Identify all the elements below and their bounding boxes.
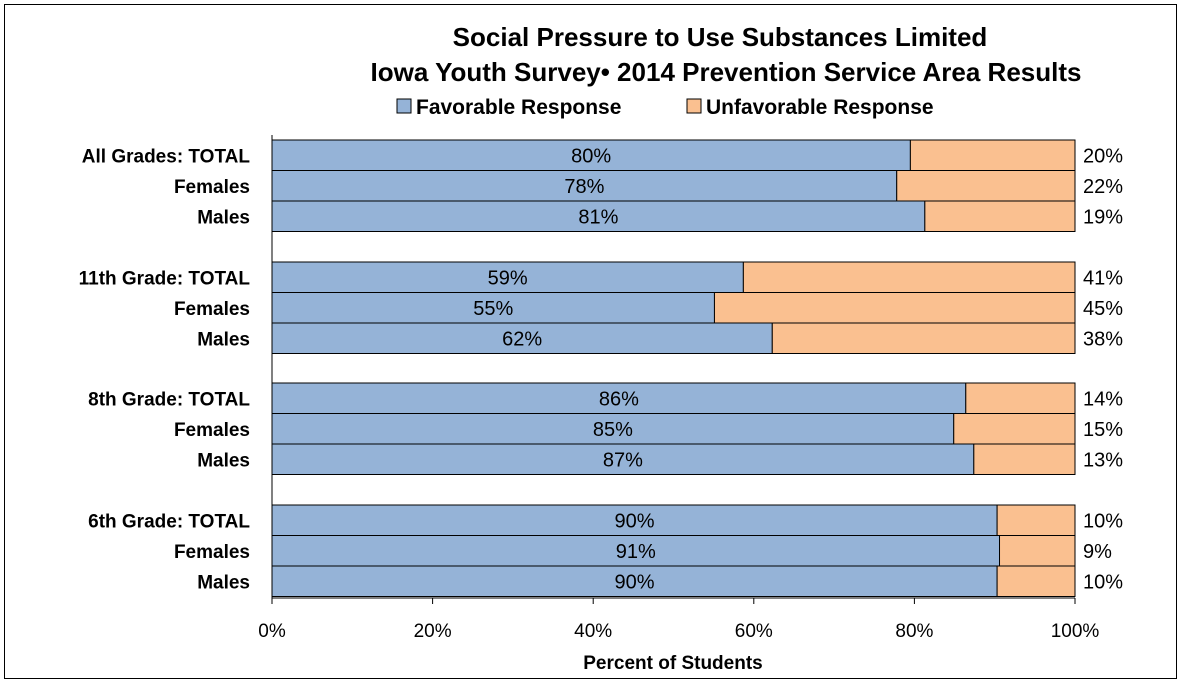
bar-favorable	[271, 443, 975, 475]
category-label: Males	[197, 329, 250, 350]
data-label-unfavorable: 20%	[1083, 145, 1123, 167]
x-tick-label: 100%	[1051, 621, 1100, 642]
data-label-unfavorable: 41%	[1083, 267, 1123, 289]
bar-unfavorable	[909, 139, 1076, 171]
bar-favorable	[271, 504, 998, 536]
bar-unfavorable	[965, 382, 1076, 414]
bar-unfavorable	[713, 292, 1076, 324]
data-label-favorable: 55%	[473, 298, 513, 320]
x-tick-label: 80%	[895, 621, 933, 642]
data-label-unfavorable: 13%	[1083, 449, 1123, 471]
category-label: Females	[174, 299, 250, 320]
data-label-unfavorable: 15%	[1083, 419, 1123, 441]
data-label-favorable: 78%	[564, 176, 604, 198]
bar-unfavorable	[973, 443, 1076, 475]
legend: Favorable Response Unfavorable Response	[396, 96, 934, 119]
data-label-favorable: 86%	[599, 388, 639, 410]
data-label-favorable: 91%	[616, 541, 656, 563]
data-label-unfavorable: 10%	[1083, 571, 1123, 593]
category-label: Females	[174, 420, 250, 441]
chart-subtitle: Iowa Youth Survey• 2014 Prevention Servi…	[371, 57, 1082, 87]
x-tick-label: 60%	[735, 621, 773, 642]
legend-swatch-favorable	[396, 98, 412, 114]
category-label: All Grades: TOTAL	[82, 146, 251, 167]
category-label: Males	[197, 450, 250, 471]
x-axis-title: Percent of Students	[583, 653, 762, 674]
data-label-unfavorable: 14%	[1083, 388, 1123, 410]
category-label: Females	[174, 542, 250, 563]
category-label: 11th Grade: TOTAL	[79, 268, 251, 289]
chart-title: Social Pressure to Use Substances Limite…	[453, 22, 988, 52]
bar-favorable	[271, 170, 898, 202]
data-label-favorable: 81%	[578, 206, 618, 228]
category-label: Females	[174, 177, 250, 198]
data-label-favorable: 85%	[593, 419, 633, 441]
bar-unfavorable	[953, 413, 1076, 445]
data-label-unfavorable: 38%	[1083, 328, 1123, 350]
bar-unfavorable	[999, 535, 1076, 567]
bar-unfavorable	[996, 504, 1076, 536]
category-label: 6th Grade: TOTAL	[88, 511, 250, 532]
legend-label-favorable: Favorable Response	[416, 96, 621, 119]
plot-area: 80% 20% All Grades: TOTAL 78% 22% Females 81% 1…	[79, 135, 1123, 642]
category-label: Males	[197, 207, 250, 228]
x-tick-label: 40%	[574, 621, 612, 642]
data-label-unfavorable: 22%	[1083, 176, 1123, 198]
category-label: Males	[197, 572, 250, 593]
data-label-favorable: 90%	[615, 571, 655, 593]
bar-unfavorable	[996, 565, 1076, 597]
data-label-unfavorable: 45%	[1083, 298, 1123, 320]
data-label-unfavorable: 10%	[1083, 510, 1123, 532]
data-label-unfavorable: 19%	[1083, 206, 1123, 228]
bar-favorable	[271, 535, 1001, 567]
bar-unfavorable	[924, 200, 1076, 232]
legend-label-unfavorable: Unfavorable Response	[706, 96, 934, 119]
legend-swatch-unfavorable	[686, 98, 702, 114]
data-label-favorable: 62%	[502, 328, 542, 350]
chart-frame	[4, 4, 1177, 679]
category-label: 8th Grade: TOTAL	[88, 389, 250, 410]
data-label-unfavorable: 9%	[1083, 541, 1112, 563]
data-label-favorable: 90%	[615, 510, 655, 532]
bar-unfavorable	[896, 170, 1076, 202]
bar-unfavorable	[742, 261, 1076, 293]
x-tick-label: 0%	[258, 621, 286, 642]
x-tick-label: 20%	[414, 621, 452, 642]
data-label-favorable: 87%	[603, 449, 643, 471]
data-label-favorable: 59%	[488, 267, 528, 289]
bar-favorable	[271, 565, 998, 597]
bar-unfavorable	[771, 322, 1076, 354]
data-label-favorable: 80%	[571, 145, 611, 167]
